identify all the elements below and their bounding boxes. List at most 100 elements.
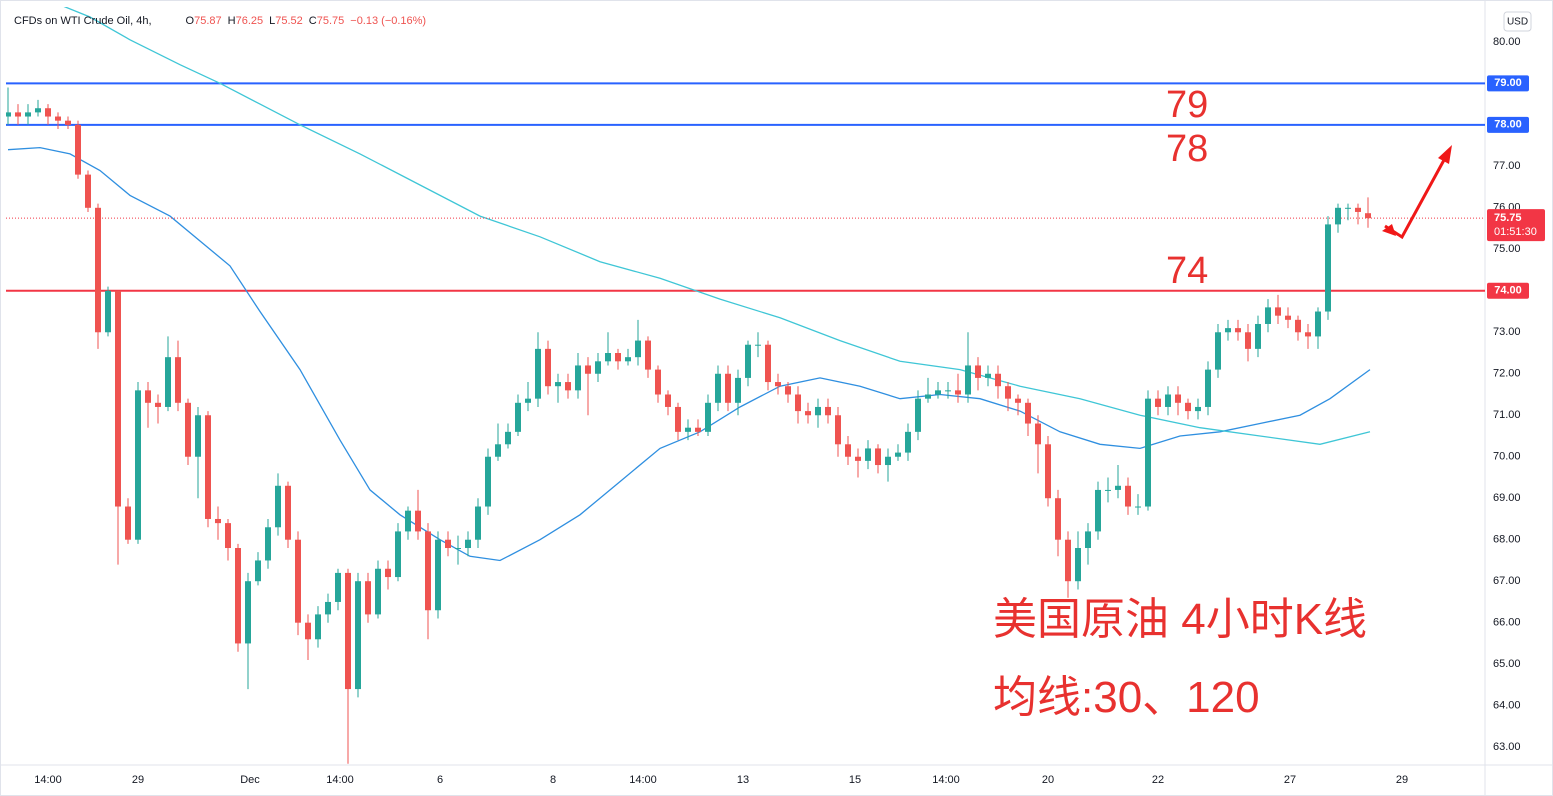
candle-body (1255, 323, 1261, 349)
y-tick-label: 77.00 (1493, 160, 1521, 172)
candle-body (275, 485, 281, 528)
candle-body (615, 353, 621, 362)
candle-body (245, 581, 251, 644)
x-tick-label: 29 (1396, 774, 1408, 786)
candle-body (1295, 319, 1301, 333)
candle-body (595, 361, 601, 374)
arrow-head (1382, 224, 1396, 236)
x-tick-label: 29 (132, 774, 144, 786)
candle-body (725, 373, 731, 403)
candle-body (585, 365, 591, 374)
candle-body (745, 344, 751, 378)
candle-body (185, 402, 191, 457)
candle-body (425, 531, 431, 611)
candle-body (795, 394, 801, 412)
candle-body (1325, 224, 1331, 312)
level-price-label: 78.00 (1494, 119, 1522, 131)
last-price-box (1487, 209, 1545, 242)
candle-body (1115, 485, 1121, 490)
candle-body (145, 390, 151, 403)
y-tick-label: 70.00 (1493, 451, 1521, 463)
candle-body (675, 406, 681, 432)
y-tick-label: 71.00 (1493, 409, 1521, 421)
candle-body (755, 344, 761, 346)
level-price-label: 74.00 (1494, 285, 1522, 297)
candle-body (165, 357, 171, 407)
candle-body (35, 108, 41, 113)
candle-body (665, 394, 671, 407)
y-tick-label: 67.00 (1493, 575, 1521, 587)
last-price-label: 75.75 (1494, 212, 1522, 224)
currency-box (1503, 11, 1532, 32)
candle-body (575, 365, 581, 391)
candle-body (505, 431, 511, 445)
candle-body (1215, 332, 1221, 370)
candle-body (925, 394, 931, 399)
candle-body (75, 124, 81, 175)
candle-body (355, 581, 361, 690)
candle-body (85, 174, 91, 208)
legend-text: −0.13 (−0.16%) (350, 15, 426, 27)
candle-body (55, 116, 61, 121)
candle-body (235, 548, 241, 644)
y-tick-label: 72.00 (1493, 368, 1521, 380)
candle-body (915, 398, 921, 432)
candle-body (1315, 311, 1321, 337)
candle-body (435, 539, 441, 611)
candle-body (225, 523, 231, 549)
x-tick-label: 27 (1284, 774, 1296, 786)
arrow-head (1438, 145, 1452, 164)
candle-body (1305, 332, 1311, 337)
candle-body (1165, 394, 1171, 407)
x-tick-label: 6 (437, 774, 443, 786)
candle-body (975, 365, 981, 378)
candle-body (345, 572, 351, 690)
legend-text: L (269, 15, 275, 27)
candle-body (805, 411, 811, 416)
candle-body (895, 452, 901, 457)
legend-text: 75.87 (194, 15, 222, 27)
candle-body (935, 390, 941, 395)
x-tick-label: 14:00 (326, 774, 354, 786)
plot (6, 7, 1485, 764)
candle-body (215, 518, 221, 524)
candle-body (535, 348, 541, 399)
candle-body (785, 386, 791, 395)
candle-body (1025, 402, 1031, 424)
candle-body (1355, 207, 1361, 212)
level-price-label: 79.00 (1494, 77, 1522, 89)
candle-body (525, 398, 531, 403)
candle-body (955, 390, 961, 395)
candle-body (175, 357, 181, 403)
candle-body (315, 614, 321, 640)
candle-body (95, 207, 101, 333)
x-tick-label: 14:00 (932, 774, 960, 786)
candle-body (1335, 207, 1341, 225)
candle-body (65, 120, 71, 125)
annotation: 79 (1166, 84, 1208, 126)
candle-body (155, 402, 161, 407)
candle-body (335, 572, 341, 602)
legend-text: 75.52 (275, 15, 303, 27)
candle-body (885, 456, 891, 466)
candle-body (475, 506, 481, 540)
x-tick-label: 20 (1042, 774, 1054, 786)
candle-body (735, 377, 741, 403)
candle-body (125, 506, 131, 540)
candle-body (395, 531, 401, 578)
x-tick-label: 22 (1152, 774, 1164, 786)
moving-average (63, 7, 1371, 445)
candle-body (445, 539, 451, 549)
candle-body (1225, 328, 1231, 333)
candle-body (945, 390, 951, 392)
candle-body (635, 340, 641, 358)
legend-header: CFDs on WTI Crude Oil, 4h, O75.87 H76.25 L7… (14, 15, 426, 27)
annotation: 74 (1166, 250, 1208, 292)
candle-body (1205, 369, 1211, 407)
level-price-box (1487, 75, 1529, 92)
x-tick-label: 8 (550, 774, 556, 786)
candle-body (845, 444, 851, 457)
candle-body (375, 568, 381, 615)
candle-body (1045, 444, 1051, 499)
